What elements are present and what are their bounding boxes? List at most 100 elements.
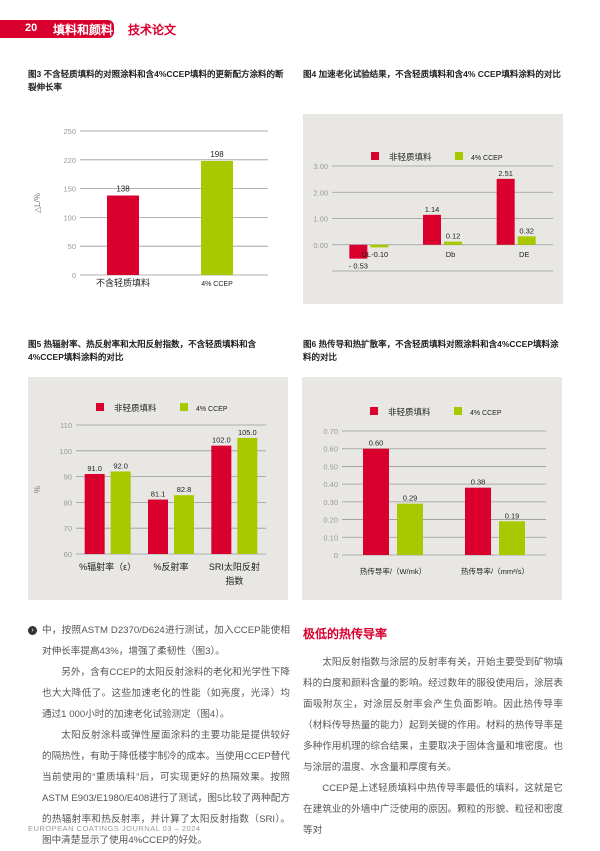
data-label: 91.0 [87,464,102,473]
data-label: 92.0 [113,461,128,470]
y-tick-label: 0.20 [323,516,338,525]
y-tick-label: 70 [64,524,72,533]
fig3-caption: 图3 不含轻质填料的对照涂料和含4%CCEP填料的更新配方涂料的断裂伸长率 [28,69,284,92]
y-tick-label: 0.10 [323,533,338,542]
legend-swatch-control [370,407,378,415]
bar [496,178,515,245]
y-tick-label: 0.00 [313,241,328,250]
data-label: 1.14 [425,205,440,214]
fig3-chart: 0 50 100 150 220 250 △L/% 138 不含轻质填料 198 4% CCEP [28,112,290,302]
footer-journal: EUROPEAN COATINGS JOURNAL 03 – 2024 [28,824,201,833]
bar [397,503,423,555]
y-tick-label: 3.00 [313,162,328,171]
x-tick-label: %反射率 [153,561,188,572]
category-title: 技术论文 [128,23,177,37]
bar [444,241,462,245]
legend-label: 4% CCEP [471,155,503,162]
paragraph: 太阳反射指数与涂层的反射率有关，开始主要受到矿物填料的白度和颜料含量的影响。经过… [303,657,563,773]
data-label: - 0.53 [349,262,368,271]
y-tick-label: 100 [59,447,72,456]
x-tick-label: DE [519,250,529,259]
x-tick-label: %辐射率（ε） [79,561,136,572]
bar [148,499,168,554]
data-label: 82.8 [177,485,192,494]
x-tick-label: 不含轻质填料 [96,277,150,288]
data-label: 0.38 [471,478,486,487]
bar [465,487,491,555]
x-tick-label: 指数 [225,575,243,586]
bar [84,474,105,554]
x-tick-label: 4% CCEP [201,281,233,288]
data-label: 2.51 [498,169,513,178]
data-label: 102.0 [212,436,231,445]
data-label: 0.60 [369,439,384,448]
y-tick-label: 80 [64,498,72,507]
bar [349,244,368,259]
bar [517,236,536,245]
panel-background [302,377,562,600]
y-tick-label: 0.60 [323,445,338,454]
data-label: 198 [210,150,224,159]
body-left-column: 中，按照ASTM D2370/D624进行测试，加入CCEP能使相对伸长率提高4… [42,620,290,851]
y-tick-label: 220 [63,156,76,165]
bar [363,448,389,555]
legend-swatch-ccep [454,407,462,415]
legend-swatch-ccep [455,152,463,160]
y-axis-label: △L/% [33,193,42,213]
y-tick-label: 0.70 [323,427,338,436]
fig5-caption: 图5 热辐射率、热反射率和太阳反射指数，不含轻质填料和含4%CCEP填料涂料的对… [28,339,257,362]
data-label: 0.19 [505,511,520,520]
legend-label: 非轻质填料 [389,152,432,162]
data-label: 138 [116,185,130,194]
bar [107,195,139,275]
section-heading: 极低的热传导率 [303,627,388,641]
y-tick-label: 110 [60,421,72,430]
bar [211,445,232,554]
body-right-column: 太阳反射指数与涂层的反射率有关，开始主要受到矿物填料的白度和颜料含量的影响。经过… [303,652,563,841]
x-tick-label: SRI太阳反射 [209,561,260,572]
y-tick-label: 0 [72,271,76,280]
x-tick-label: 热传导率/（mm²/s） [461,566,529,576]
page-number: 20 [25,22,38,34]
section-banner [0,20,114,38]
y-tick-label: 90 [64,473,72,482]
y-tick-label: 60 [64,550,72,559]
y-tick-label: 1.00 [313,215,328,224]
y-tick-label: 0.30 [323,498,338,507]
y-tick-label: 2.00 [313,188,328,197]
y-tick-label: 50 [68,242,76,251]
fig4-chart: 0.00 1.00 2.00 3.00 非轻质填料 4% CCEP - 0.53 DL-0.1… [303,114,563,304]
fig6-caption: 图6 热传导和热扩散率，不含轻质填料对照涂料和含4%CCEP填料涂料的对比 [303,339,559,362]
paragraph: 另外，含有CCEP的太阳反射涂料的老化和光学性下降也大大降低了。这些加速老化的性… [42,667,290,720]
y-tick-label: 100 [63,213,76,222]
fig6-chart: 0 0.10 0.20 0.30 0.40 0.50 0.60 0.70 非轻质填料 4% CCE… [302,377,562,600]
data-label: 81.1 [151,490,166,499]
legend-label: 4% CCEP [470,410,502,417]
x-tick-label: 热传导率/（W/mk） [360,566,426,576]
bar [174,495,194,554]
continue-arrow-icon: › [28,626,37,635]
bar [201,160,233,275]
legend-label: 4% CCEP [196,406,228,413]
fig5-chart: 60 70 80 90 100 110% 非轻质填料 4% CCEP 91.0 92.0 %辐射率（… [28,377,288,600]
y-tick-label: 0.50 [323,462,338,471]
section-title: 填料和颜料 [53,23,114,37]
bar [423,214,441,245]
y-tick-label: 0.40 [323,480,338,489]
data-label: 0.12 [446,232,461,241]
fig4-caption: 图4 加速老化试验结果，不含轻质填料和含4% CCEP填料涂料的对比 [303,69,561,79]
paragraph: 太阳反射涂料或弹性屋面涂料的主要功能是提供较好的隔热性，有助于降低楼宇制冷的成本… [42,730,290,846]
legend-swatch-control [371,152,379,160]
legend-label: 非轻质填料 [388,407,431,417]
y-tick-label: 250 [63,127,76,136]
legend-label: 非轻质填料 [114,403,157,413]
y-axis-label: % [33,486,42,493]
y-tick-label: 150 [63,185,76,194]
paragraph: 中，按照ASTM D2370/D624进行测试，加入CCEP能使相对伸长率提高4… [42,625,290,657]
panel-background [303,114,563,304]
bar [499,521,525,555]
bar [370,244,389,248]
data-label: 0.29 [403,494,418,503]
x-tick-label: Db [446,250,456,259]
legend-swatch-ccep [180,403,188,411]
